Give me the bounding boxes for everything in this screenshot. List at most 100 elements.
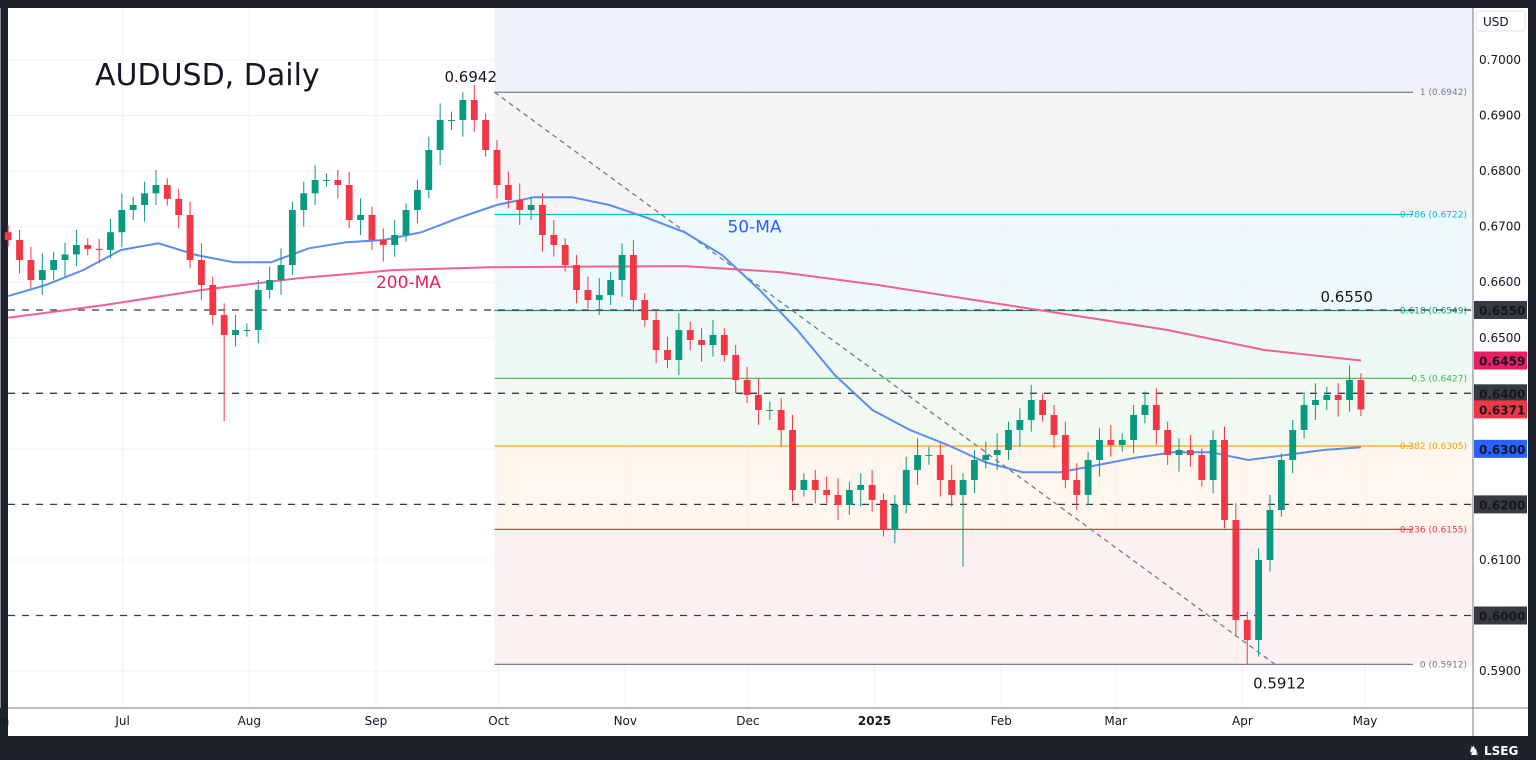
candle-body	[925, 454, 933, 456]
fib-zone	[494, 214, 1473, 311]
annotation-label: 200-MA	[376, 273, 441, 293]
fib-zone	[494, 529, 1473, 665]
fib-level-label: 0.618 (0.6549)	[1400, 307, 1467, 317]
candle	[664, 336, 671, 369]
fibonacci-retracement[interactable]: 1 (0.6942) 0.786 (0.6722) 0.618 (0.6549) 0.…	[494, 88, 1467, 670]
x-tick-label: 2025	[858, 714, 891, 728]
candle-body	[459, 99, 467, 120]
y-tick-label: 0.6900	[1479, 109, 1521, 123]
candle-body	[1243, 619, 1251, 640]
candle	[1005, 421, 1012, 460]
price-tag	[1474, 351, 1527, 370]
candle	[1289, 419, 1297, 474]
candle	[1096, 428, 1103, 477]
candle	[1346, 365, 1353, 412]
candle-body	[675, 329, 683, 360]
candle	[141, 181, 148, 222]
candle	[482, 113, 490, 157]
candle	[16, 229, 23, 274]
candle-body	[27, 259, 35, 280]
candle	[789, 414, 796, 502]
candle	[504, 171, 512, 209]
candle-body	[527, 204, 535, 210]
candle	[368, 206, 376, 250]
candle	[607, 271, 615, 305]
candle	[698, 328, 706, 362]
candle-body	[334, 179, 342, 185]
candle-body	[584, 289, 592, 300]
candle-body	[1255, 559, 1263, 640]
candle	[1232, 503, 1240, 635]
lseg-logo-icon: ♞	[1468, 744, 1480, 759]
candle	[800, 473, 808, 497]
candle-body	[800, 479, 808, 490]
candle	[1016, 408, 1024, 447]
time-axis[interactable]: Jun Jul Aug Sep Oct Nov Dec 2025 Feb Mar Apr May	[0, 714, 1377, 728]
candle-body	[1289, 429, 1297, 460]
price-level-tag-label: 0.6000	[1479, 610, 1525, 624]
fib-level-label: 0.382 (0.6305)	[1400, 442, 1467, 452]
price-tag-label: 0.6371	[1479, 403, 1525, 417]
candle	[868, 469, 876, 512]
candle	[425, 136, 433, 199]
candle	[1198, 448, 1206, 487]
candle	[254, 279, 262, 344]
candle	[95, 238, 103, 264]
candle	[1050, 404, 1058, 449]
candle-body	[72, 244, 80, 255]
fib-level-label: 0.786 (0.6722)	[1400, 210, 1467, 220]
candle	[345, 171, 353, 229]
candle-body	[107, 232, 114, 250]
candle	[436, 103, 444, 165]
candles	[4, 84, 1365, 665]
candle-body	[755, 394, 762, 410]
candle-body	[220, 314, 228, 335]
candle-body	[789, 429, 796, 490]
50-ma-line	[7, 196, 1361, 474]
fib-zone	[494, 310, 1473, 379]
annotations: 0.6942 0.5912 0.6550 50-MA 200-MA	[376, 68, 1373, 692]
candle	[1039, 393, 1047, 422]
candle	[266, 266, 274, 299]
candle-body	[118, 209, 126, 233]
candle	[618, 243, 626, 297]
candle-body	[1130, 414, 1137, 440]
footer-bar	[0, 740, 1536, 760]
candle-body	[914, 454, 921, 470]
candle	[493, 139, 501, 199]
currency-button[interactable]	[1475, 10, 1526, 32]
candle	[1357, 373, 1365, 417]
candle	[732, 344, 740, 394]
candle-body	[1209, 439, 1217, 480]
candle-body	[266, 279, 274, 290]
candle	[1209, 429, 1217, 494]
candle-body	[448, 119, 455, 121]
y-tick-label: 0.6600	[1479, 275, 1521, 289]
x-tick-label: Aug	[238, 714, 261, 728]
candle-body	[641, 299, 649, 320]
candle-body	[891, 504, 899, 530]
x-tick-label: May	[1353, 714, 1378, 728]
candle	[1255, 548, 1263, 657]
candle	[1323, 386, 1331, 410]
candle-body	[573, 264, 580, 290]
candle-body	[379, 239, 387, 245]
candle	[1334, 383, 1342, 417]
candle-body	[959, 479, 967, 495]
x-tick-label: Dec	[736, 714, 759, 728]
x-tick-label: Feb	[991, 714, 1012, 728]
annotation-label: 0.6550	[1320, 288, 1373, 306]
candle-body	[1266, 509, 1274, 560]
y-tick-label: 0.6100	[1479, 553, 1521, 567]
moving-averages	[7, 196, 1362, 474]
candle-body	[1118, 439, 1126, 445]
candle	[993, 433, 1001, 470]
candle	[550, 219, 558, 257]
candle	[220, 303, 228, 422]
candle	[1300, 391, 1308, 439]
candle	[573, 254, 580, 304]
candle-body	[1357, 379, 1365, 410]
horizontal-levels[interactable]	[8, 309, 1473, 617]
price-axis[interactable]: 0.6550 0.6400 0.6200 0.6000 0.6459 0.6371 0.63…	[1474, 53, 1527, 678]
